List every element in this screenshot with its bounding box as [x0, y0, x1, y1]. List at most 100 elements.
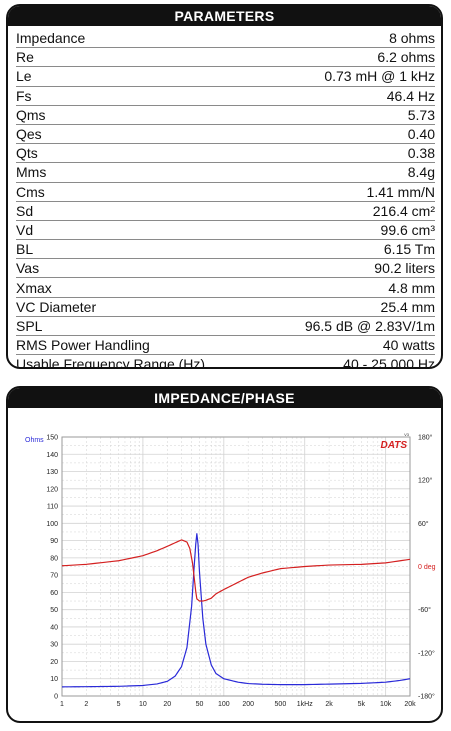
param-name: Fs: [16, 87, 32, 104]
param-row: Cms 1.41 mm/N: [16, 183, 435, 202]
param-row: Qms 5.73: [16, 106, 435, 125]
param-value: 6.15 Tm: [383, 241, 435, 258]
x-tick-label: 5: [117, 701, 121, 708]
y-tick-label: 70: [50, 573, 58, 580]
param-row: Re 6.2 ohms: [16, 48, 435, 68]
x-tick-label: 2k: [325, 701, 333, 708]
parameters-title: PARAMETERS: [8, 6, 441, 26]
param-value: 25.4 mm: [380, 298, 435, 315]
x-tick-label: 5k: [358, 701, 366, 708]
param-row: Usable Frequency Range (Hz) 40 - 25,000 H…: [16, 355, 435, 369]
y-tick-label: 0: [54, 694, 58, 701]
param-row: Vas 90.2 liters: [16, 259, 435, 279]
x-tick-label: 500: [275, 701, 287, 708]
brand-logo: DATS: [381, 440, 408, 451]
param-row: Fs 46.4 Hz: [16, 87, 435, 106]
x-tick-label: 10k: [380, 701, 392, 708]
param-value: 216.4 cm²: [372, 202, 435, 219]
x-tick-label: 20k: [404, 701, 416, 708]
param-name: Usable Frequency Range (Hz): [16, 356, 206, 369]
param-value: 4.8 mm: [388, 279, 435, 296]
impedance-phase-title: IMPEDANCE/PHASE: [8, 388, 441, 408]
y2-tick-label: 120°: [418, 477, 433, 485]
param-name: Qes: [16, 126, 42, 143]
param-name: Qms: [16, 106, 46, 123]
brand-version: V3: [404, 432, 410, 437]
param-value: 0.38: [407, 145, 435, 162]
param-row: BL 6.15 Tm: [16, 240, 435, 260]
param-row: SPL 96.5 dB @ 2.83V/1m: [16, 317, 435, 336]
param-row: Mms 8.4g: [16, 163, 435, 183]
param-value: 40 watts: [382, 337, 435, 354]
x-tick-label: 20: [163, 701, 171, 708]
phase-line: [61, 539, 411, 602]
y-tick-label: 120: [46, 486, 58, 493]
impedance-line: [61, 533, 411, 688]
y-tick-label: 20: [50, 659, 58, 666]
param-name: Xmax: [16, 279, 52, 296]
param-name: Sd: [16, 202, 34, 219]
y2-tick-label: -120°: [418, 649, 435, 657]
param-name: Cms: [16, 183, 45, 200]
param-name: BL: [16, 241, 34, 258]
y-tick-label: 140: [46, 452, 58, 459]
y-tick-label: 150: [46, 435, 58, 442]
param-row: Sd 216.4 cm²: [16, 202, 435, 221]
param-row: Le 0.73 mH @ 1 kHz: [16, 67, 435, 87]
param-value: 0.73 mH @ 1 kHz: [324, 68, 435, 85]
x-tick-label: 1: [60, 701, 64, 708]
y2-tick-label: -180°: [418, 693, 435, 701]
param-row: Xmax 4.8 mm: [16, 278, 435, 298]
param-name: Mms: [16, 164, 47, 181]
param-row: Qes 0.40: [16, 125, 435, 145]
y-tick-label: 110: [47, 504, 58, 511]
parameters-table: Impedance 8 ohms Re 6.2 ohms Le 0.73 mH @ 1 k…: [8, 26, 441, 369]
param-value: 96.5 dB @ 2.83V/1m: [304, 317, 435, 334]
param-name: VC Diameter: [16, 298, 97, 315]
param-name: Impedance: [16, 30, 86, 47]
y-tick-label: 60: [50, 590, 58, 597]
x-tick-label: 1kHz: [297, 701, 313, 708]
y-tick-label: 130: [46, 469, 58, 476]
y-unit-label: Ohms: [25, 437, 44, 444]
param-value: 99.6 cm³: [380, 221, 435, 238]
x-tick-label: 100: [218, 701, 230, 708]
y2-tick-label: 0 deg: [418, 564, 436, 571]
y2-tick-label: 60°: [418, 520, 429, 528]
y-tick-label: 90: [50, 538, 58, 545]
param-value: 1.41 mm/N: [366, 183, 435, 200]
y2-tick-label: -60°: [418, 606, 431, 614]
param-value: 90.2 liters: [374, 260, 435, 277]
y-tick-label: 100: [46, 521, 58, 528]
y2-tick-label: 180°: [418, 434, 433, 442]
param-name: Le: [16, 68, 32, 85]
param-name: Qts: [16, 145, 38, 162]
param-row: Impedance 8 ohms: [16, 29, 435, 49]
param-value: 8 ohms: [389, 30, 435, 47]
y-tick-label: 80: [50, 555, 58, 562]
param-row: VC Diameter 25.4 mm: [16, 298, 435, 317]
x-tick-label: 2: [84, 701, 88, 708]
param-row: RMS Power Handling 40 watts: [16, 336, 435, 356]
param-name: Vd: [16, 221, 34, 238]
param-value: 8.4g: [407, 164, 435, 181]
param-name: RMS Power Handling: [16, 337, 150, 354]
param-value: 46.4 Hz: [386, 87, 435, 104]
x-tick-label: 200: [242, 701, 254, 708]
y-tick-label: 30: [50, 642, 58, 649]
y-tick-label: 50: [50, 607, 58, 614]
param-name: SPL: [16, 317, 43, 334]
y-tick-label: 40: [50, 624, 58, 631]
param-name: Vas: [16, 260, 40, 277]
impedance-phase-chart: 0102030405060708090100110120130140150Ohm…: [25, 432, 436, 708]
x-tick-label: 10: [139, 701, 147, 708]
y-tick-label: 10: [50, 676, 58, 683]
parameters-panel: PARAMETERS Impedance 8 ohms Re 6.2 ohms Le 0.…: [6, 4, 443, 369]
param-name: Re: [16, 49, 34, 66]
param-value: 6.2 ohms: [377, 49, 435, 66]
param-value: 0.40: [407, 126, 435, 143]
param-row: Vd 99.6 cm³: [16, 221, 435, 241]
param-row: Qts 0.38: [16, 144, 435, 164]
impedance-phase-panel: IMPEDANCE/PHASE 0 10 20 30 40 50 60 70 80 90 100 11…: [6, 386, 443, 723]
param-value: 40 - 25,000 Hz: [343, 356, 435, 369]
